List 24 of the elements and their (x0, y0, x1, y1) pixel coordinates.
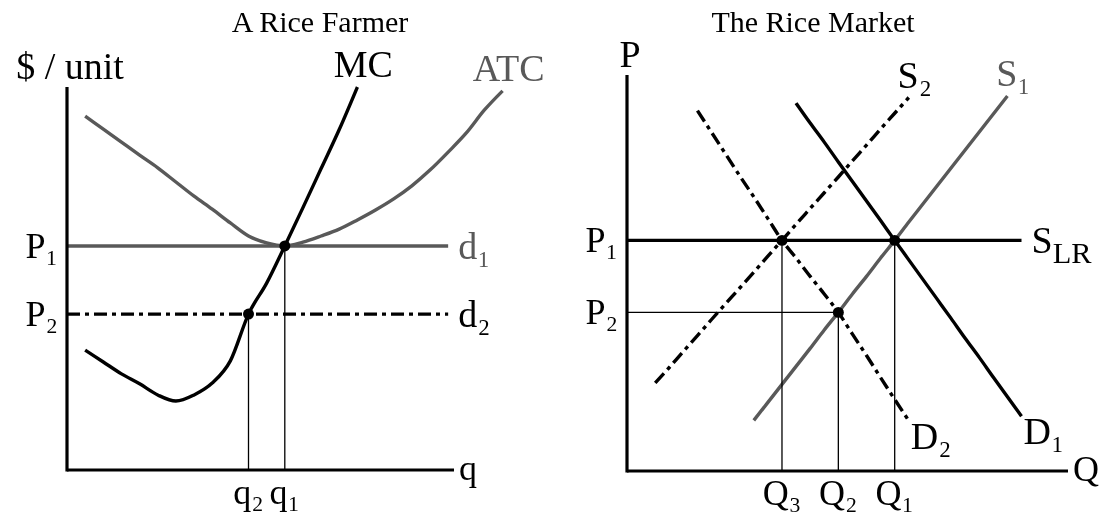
x-axis-title: Q (1073, 449, 1099, 489)
chart-title: The Rice Market (711, 5, 916, 38)
chart-title: A Rice Farmer (231, 5, 409, 38)
series-label: S₁ (996, 52, 1031, 94)
series-label: D₁ (1023, 410, 1065, 453)
x-tick-label: Q₁ (875, 473, 914, 513)
series-label: D₂ (910, 414, 952, 457)
series-label: MC (333, 43, 393, 85)
x-tick-label: q₁ (269, 472, 301, 512)
x-axis-title: q (459, 448, 477, 488)
text: P₂ (585, 292, 618, 333)
text: P₁ (585, 220, 618, 261)
x-tick-label: q₂ (233, 472, 264, 512)
series-label: S₂ (897, 53, 932, 96)
y-axis-title: $ / unit (16, 45, 125, 87)
series-label: ATC (472, 46, 545, 89)
annotation: P₂ (25, 294, 58, 335)
annotation: P₁ (25, 225, 58, 266)
series-label: d₁ (458, 224, 491, 267)
y-axis-title: P (619, 33, 641, 75)
x-tick-label: Q₂ (819, 473, 858, 513)
x-tick-label: Q₃ (762, 473, 802, 513)
series-label: d₂ (458, 293, 491, 336)
series-label: S$_{LR}$ (1031, 219, 1093, 271)
